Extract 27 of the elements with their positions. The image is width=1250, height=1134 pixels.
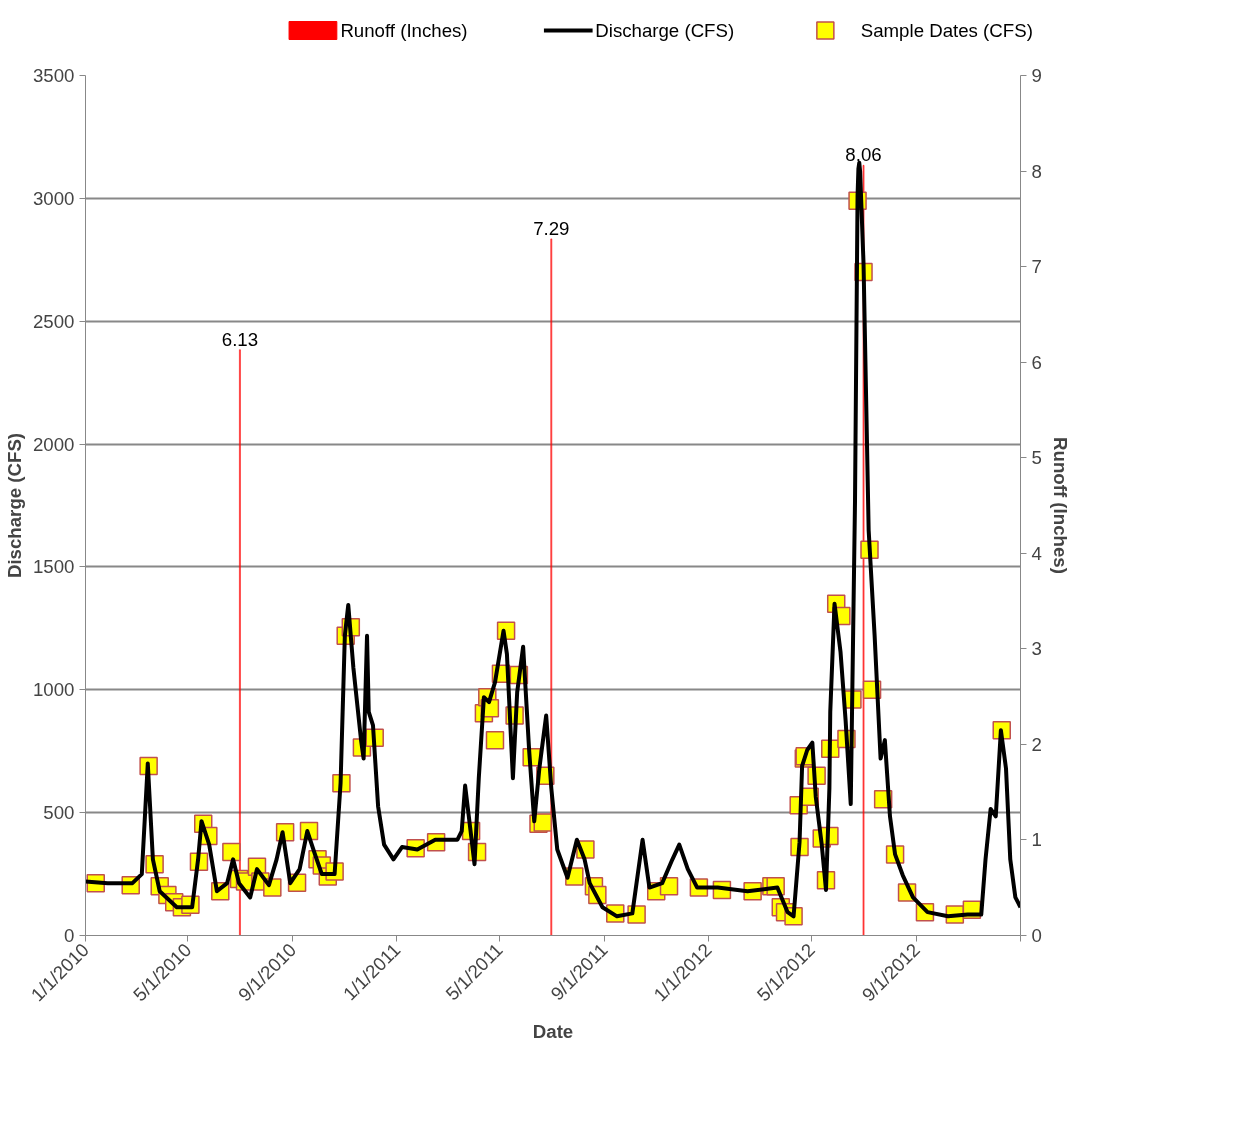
y2-tick-label: 8 <box>1031 160 1042 182</box>
data-label: 8.06 <box>845 144 882 166</box>
y-tick-label: 1000 <box>33 679 75 701</box>
y-axis-title: Discharge (CFS) <box>4 432 25 579</box>
y-tick-label: 2000 <box>33 433 75 455</box>
data-label: 7.29 <box>533 217 570 239</box>
y2-tick-label: 0 <box>1031 925 1042 946</box>
y-tick-label: 500 <box>43 802 75 824</box>
y2-tick-label: 7 <box>1031 256 1042 278</box>
y2-tick-label: 2 <box>1031 733 1042 755</box>
y2-tick-label: 3 <box>1031 638 1042 660</box>
y-tick-label: 2500 <box>33 310 75 332</box>
data-label: 6.13 <box>221 328 259 350</box>
y-tick-label: 1500 <box>33 556 75 578</box>
y-tick-label: 3500 <box>33 65 75 86</box>
legend-label: Sample Dates (CFS) <box>860 20 1033 41</box>
x-axis-title: Date <box>532 1020 574 1042</box>
y2-tick-label: 9 <box>1031 65 1042 86</box>
y2-tick-label: 1 <box>1031 829 1042 851</box>
y2-tick-label: 5 <box>1031 447 1042 469</box>
legend-label: Runoff (Inches) <box>340 20 468 41</box>
y2-tick-label: 6 <box>1031 351 1042 373</box>
y2-tick-label: 4 <box>1031 542 1042 564</box>
legend-label: Discharge (CFS) <box>595 20 735 41</box>
y2-axis-title: Runoff (Inches) <box>1049 437 1071 574</box>
y-tick-label: 3000 <box>33 187 75 209</box>
y-tick-label: 0 <box>64 925 75 946</box>
